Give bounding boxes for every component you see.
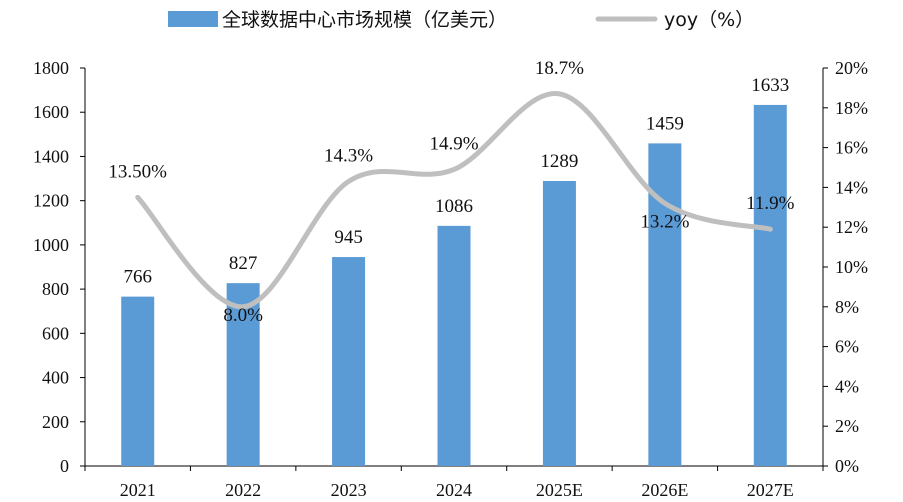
bar bbox=[226, 283, 260, 466]
yoy-value-label: 18.7% bbox=[535, 58, 584, 79]
bar-value-label: 827 bbox=[229, 253, 258, 274]
bar bbox=[121, 296, 155, 466]
y-right-tick-label: 2% bbox=[835, 416, 859, 436]
y-left-tick-label: 1400 bbox=[33, 146, 69, 166]
y-right-tick-label: 20% bbox=[835, 58, 868, 78]
yoy-value-label: 8.0% bbox=[223, 305, 263, 326]
bar-value-label: 1289 bbox=[540, 151, 578, 172]
x-tick-label: 2024 bbox=[436, 480, 472, 500]
legend-bar-swatch bbox=[168, 11, 218, 27]
x-tick-label: 2025E bbox=[536, 480, 583, 500]
bar bbox=[542, 180, 576, 466]
line-series bbox=[135, 91, 773, 310]
bar-value-label: 1086 bbox=[435, 196, 473, 217]
y-right-tick-label: 8% bbox=[835, 297, 859, 317]
legend-line-label: yoy（%） bbox=[664, 9, 754, 31]
y-left-tick-label: 200 bbox=[42, 412, 69, 432]
y-left-tick-label: 1600 bbox=[33, 102, 69, 122]
y-right-tick-label: 6% bbox=[835, 337, 859, 357]
y-right-tick-label: 4% bbox=[835, 376, 859, 396]
y-left-tick-label: 400 bbox=[42, 368, 69, 388]
yoy-value-label: 11.9% bbox=[746, 193, 795, 214]
yoy-value-label: 13.2% bbox=[640, 211, 689, 232]
bar bbox=[332, 257, 366, 466]
bar bbox=[753, 104, 787, 467]
y-right-tick-label: 12% bbox=[835, 217, 868, 237]
legend-bar-label: 全球数据中心市场规模（亿美元） bbox=[222, 9, 507, 31]
y-right-tick-label: 16% bbox=[835, 138, 868, 158]
y-left-tick-label: 600 bbox=[42, 323, 69, 343]
y-right-tick-label: 10% bbox=[835, 257, 868, 277]
x-tick-label: 2027E bbox=[747, 480, 794, 500]
y-left-tick-label: 0 bbox=[60, 456, 69, 476]
y-left-tick-label: 1200 bbox=[33, 191, 69, 211]
bar bbox=[437, 225, 471, 466]
x-tick-label: 2022 bbox=[225, 480, 261, 500]
y-left-tick-label: 800 bbox=[42, 279, 69, 299]
legend: 全球数据中心市场规模（亿美元） yoy（%） bbox=[168, 9, 754, 31]
x-tick-label: 2026E bbox=[641, 480, 688, 500]
bar-value-label: 1459 bbox=[646, 113, 684, 134]
x-tick-label: 2021 bbox=[120, 480, 156, 500]
bar-series bbox=[121, 104, 787, 467]
yoy-value-label: 13.50% bbox=[108, 161, 167, 182]
axes: 0 200 400 600 800 1000 1200 1400 1600 1800 0% 2% 4% 6… bbox=[33, 58, 868, 500]
bar-value-label: 766 bbox=[123, 267, 152, 288]
bar-value-label: 945 bbox=[334, 227, 363, 248]
y-left-tick-label: 1000 bbox=[33, 235, 69, 255]
y-right-tick-label: 14% bbox=[835, 177, 868, 197]
yoy-value-label: 14.9% bbox=[429, 133, 478, 154]
yoy-value-label: 14.3% bbox=[324, 145, 373, 166]
data-labels: 766 827 945 1086 1289 1459 1633 13.50% 8.0% 14.3%… bbox=[108, 58, 794, 326]
bar-value-label: 1633 bbox=[751, 75, 789, 96]
y-left-tick-label: 1800 bbox=[33, 58, 69, 78]
y-right-tick-label: 18% bbox=[835, 98, 868, 118]
x-tick-label: 2023 bbox=[331, 480, 367, 500]
y-right-tick-label: 0% bbox=[835, 456, 859, 476]
